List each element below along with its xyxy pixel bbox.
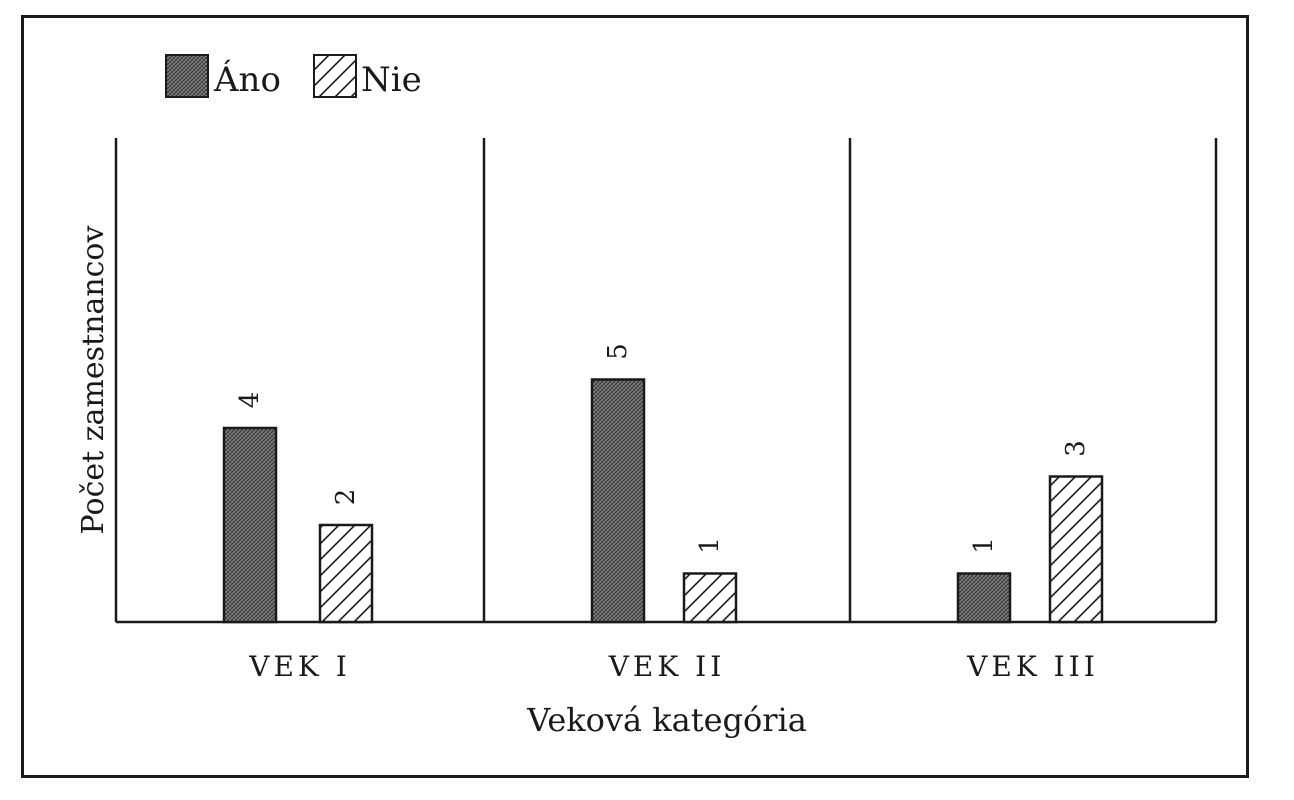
legend: Áno Nie: [165, 54, 422, 100]
y-axis-label: Počet zamestnancov: [76, 226, 111, 535]
bar-nie: [1048, 475, 1104, 624]
legend-swatch-ano: [165, 54, 209, 98]
bar-nie: [682, 572, 738, 624]
x-tick-label: VEK I: [248, 650, 351, 683]
data-label: 3: [1061, 440, 1091, 457]
data-label: 1: [695, 537, 725, 554]
plot-area: VEK I 4 2 VEK II 5 1 VEK III 1 3: [114, 138, 1218, 683]
bar-ano: [222, 426, 278, 624]
legend-swatch-nie: [313, 54, 357, 98]
data-label: 5: [603, 343, 633, 360]
legend-label-nie: Nie: [361, 60, 422, 100]
x-tick-label: VEK III: [966, 650, 1099, 683]
data-label: 2: [331, 489, 361, 506]
bar-ano: [590, 378, 646, 624]
x-tick-label: VEK II: [608, 650, 726, 683]
x-axis-label: Veková kategória: [526, 701, 807, 739]
data-label: 1: [969, 537, 999, 554]
bar-ano: [956, 572, 1012, 624]
data-label: 4: [235, 392, 265, 409]
legend-label-ano: Áno: [213, 59, 281, 100]
bar-nie: [318, 523, 374, 624]
